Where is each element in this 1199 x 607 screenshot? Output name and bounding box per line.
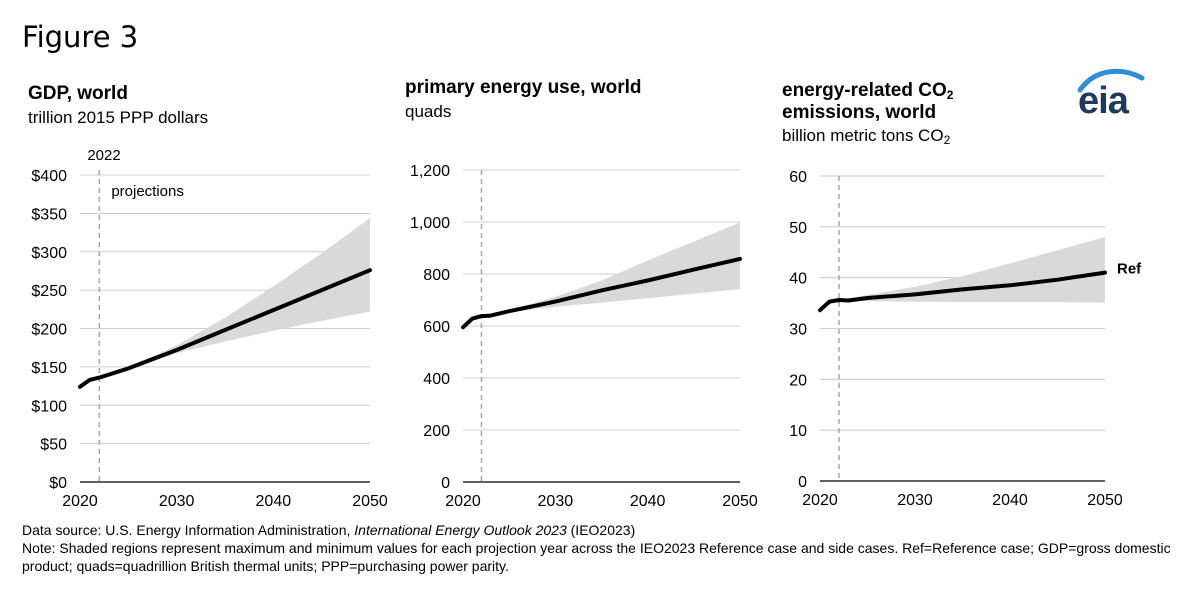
note-text: Note: Shaded regions represent maximum a… xyxy=(22,540,1171,574)
co2-subtitle-text: billion metric tons CO xyxy=(782,126,944,145)
series-line xyxy=(818,270,1107,313)
co2-title-sub: 2 xyxy=(946,88,954,102)
x-tick-label: 2050 xyxy=(1087,492,1123,509)
y-tick-label: 60 xyxy=(789,169,807,186)
y-tick-label: $300 xyxy=(31,245,67,262)
source-title: International Energy Outlook 2023 xyxy=(354,522,567,538)
gdp-panel: GDP, world trillion 2015 PPP dollars xyxy=(0,0,380,520)
y-tick-label: 200 xyxy=(423,423,450,440)
energy-panel: primary energy use, world quads xyxy=(400,0,780,520)
co2-subtitle-sub: 2 xyxy=(943,133,951,147)
energy-title: primary energy use, world xyxy=(405,77,642,98)
source-suffix: (IEO2023) xyxy=(566,522,636,538)
x-tick-label: 2050 xyxy=(722,493,758,510)
x-tick-label: 2040 xyxy=(256,493,292,510)
y-tick-label: 40 xyxy=(789,271,807,288)
series-label-ref: Ref xyxy=(1117,261,1142,278)
projection-range-band xyxy=(839,237,1105,303)
y-tick-label: 1,200 xyxy=(410,163,450,180)
y-tick-label: 1,000 xyxy=(410,215,450,232)
y-tick-label: $250 xyxy=(31,283,67,300)
y-tick-label: 800 xyxy=(423,267,450,284)
series-line xyxy=(461,256,742,330)
projection-range-band xyxy=(481,222,740,317)
x-tick-label: 2040 xyxy=(992,492,1028,509)
y-tick-label: 30 xyxy=(789,322,807,339)
series-line xyxy=(78,268,372,389)
y-tick-label: 20 xyxy=(789,372,807,389)
y-tick-label: $100 xyxy=(31,398,67,415)
energy-subtitle: quads xyxy=(405,102,452,121)
y-tick-label: 600 xyxy=(423,319,450,336)
y-tick-label: $0 xyxy=(49,475,67,492)
y-tick-label: 400 xyxy=(423,371,450,388)
footer-notes: Data source: U.S. Energy Information Adm… xyxy=(22,521,1182,575)
source-prefix: Data source: U.S. Energy Information Adm… xyxy=(22,522,355,538)
y-tick-label: $350 xyxy=(31,206,67,223)
co2-subtitle: billion metric tons CO2 xyxy=(782,126,950,146)
x-tick-label: 2020 xyxy=(62,493,98,510)
co2-panel: energy-related CO2 emissions, world bill… xyxy=(780,0,1160,520)
eia-logo: eia xyxy=(1076,64,1146,128)
y-tick-label: 50 xyxy=(789,220,807,237)
y-tick-label: 10 xyxy=(789,423,807,440)
x-tick-label: 2030 xyxy=(897,492,933,509)
x-tick-label: 2040 xyxy=(630,493,666,510)
y-tick-label: $200 xyxy=(31,322,67,339)
logo-arc-icon xyxy=(1077,68,1145,93)
projections-label: projections xyxy=(111,183,184,200)
x-tick-label: 2030 xyxy=(538,493,574,510)
x-tick-label: 2020 xyxy=(445,493,481,510)
y-tick-label: 0 xyxy=(441,475,450,492)
logo-text: eia xyxy=(1078,80,1129,122)
gdp-title: GDP, world xyxy=(28,83,128,104)
figure-label: Figure 3 xyxy=(22,20,139,54)
co2-title: energy-related CO2 emissions, world xyxy=(782,80,953,124)
projection-range-band xyxy=(99,218,371,378)
x-tick-label: 2030 xyxy=(159,493,195,510)
gdp-subtitle: trillion 2015 PPP dollars xyxy=(28,108,209,127)
data-source-line: Data source: U.S. Energy Information Adm… xyxy=(22,521,1182,539)
vline-year-label: 2022 xyxy=(87,147,120,164)
co2-title-line2: emissions, world xyxy=(782,102,937,123)
y-tick-label: $400 xyxy=(31,168,67,185)
y-tick-label: $150 xyxy=(31,360,67,377)
y-tick-label: 0 xyxy=(798,474,807,491)
x-tick-label: 2050 xyxy=(352,493,388,510)
y-tick-label: $50 xyxy=(40,437,67,454)
co2-title-line1: energy-related CO xyxy=(782,80,947,101)
x-tick-label: 2020 xyxy=(802,492,838,509)
